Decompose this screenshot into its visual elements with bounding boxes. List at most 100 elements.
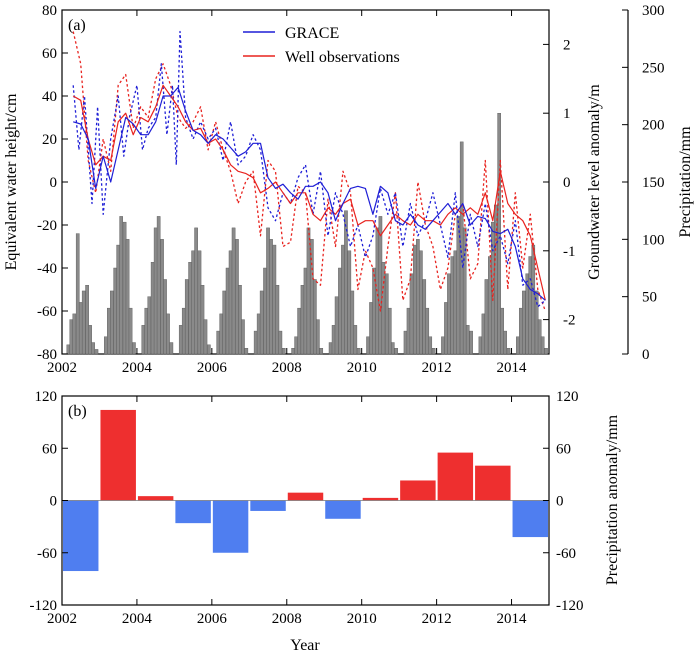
precipitation-bar <box>494 204 498 355</box>
precipitation-bar <box>465 325 470 355</box>
precipitation-bar <box>344 210 348 355</box>
y-tick-label-left: 0 <box>50 175 58 191</box>
precipitation-bar <box>450 256 455 355</box>
precipitation-bar <box>88 325 92 355</box>
precipitation-bar <box>491 221 495 355</box>
precipitation-bar <box>303 267 308 355</box>
precipitation-bar <box>534 290 539 355</box>
anomaly-bar <box>212 500 249 553</box>
precipitation-bar <box>387 307 392 355</box>
precipitation-bar <box>160 239 164 355</box>
precipitation-bar <box>253 330 258 355</box>
y-tick-label-left: 60 <box>42 441 57 457</box>
precipitation-bar <box>207 344 211 355</box>
y-tick-label-left: 60 <box>42 46 57 62</box>
y-tick-label-left: -60 <box>37 304 57 320</box>
y-tick-label-left: -120 <box>30 598 58 614</box>
anomaly-bar <box>63 500 99 572</box>
precipitation-bar <box>69 319 74 355</box>
y-tick-label-groundwater: 2 <box>563 37 571 53</box>
precipitation-bar <box>334 296 339 355</box>
precipitation-bar <box>447 273 451 355</box>
precipitation-bar <box>132 342 136 355</box>
precipitation-bar <box>75 233 80 355</box>
x-tick-label: 2014 <box>497 360 528 376</box>
x-tick-label: 2008 <box>272 611 302 627</box>
precipitation-bar <box>144 307 149 355</box>
precipitation-bar <box>403 330 408 355</box>
precipitation-bar <box>256 313 261 355</box>
precipitation-bar <box>503 330 507 355</box>
precipitation-bar <box>238 285 242 355</box>
anomaly-bar <box>287 492 324 501</box>
precipitation-bar <box>428 336 433 355</box>
y-axis-label-left: Equivalent water height/cm <box>3 93 20 270</box>
precipitation-bar <box>406 307 411 355</box>
precipitation-bar <box>188 262 192 355</box>
precipitation-bar <box>381 262 386 355</box>
precipitation-bar <box>422 279 427 355</box>
precipitation-bar <box>528 256 533 355</box>
precipitation-bar <box>366 336 370 355</box>
precipitation-bar <box>281 348 286 355</box>
precipitation-bar <box>522 290 526 355</box>
precipitation-bar <box>516 336 520 355</box>
precipitation-bar <box>78 302 83 355</box>
y-tick-label-right: 0 <box>556 494 564 510</box>
precipitation-bar <box>291 348 295 355</box>
precipitation-bar <box>263 267 267 355</box>
precipitation-bar <box>306 227 311 355</box>
precipitation-bar <box>116 244 120 355</box>
precipitation-bar <box>300 285 305 355</box>
precipitation-bar <box>119 216 123 355</box>
precipitation-bar <box>419 250 423 355</box>
precipitation-bar <box>72 313 77 355</box>
precipitation-bar <box>219 313 224 355</box>
x-tick-label: 2006 <box>197 360 228 376</box>
y-axis-label-precipitation: Precipitation/mm <box>677 126 694 238</box>
x-tick-label: 2010 <box>347 611 377 627</box>
y-tick-label-precipitation: 300 <box>642 3 665 19</box>
precipitation-bar <box>241 319 245 355</box>
precipitation-bar <box>341 244 345 355</box>
precipitation-bar <box>531 244 536 355</box>
panel-b-axis-ticks: 2002 2004 2006 2008 2010 2012 2014 -120 -120 -60 -… <box>30 389 584 627</box>
x-axis-label-year: Year <box>290 637 320 654</box>
precipitation-bar <box>163 279 167 355</box>
anomaly-bar <box>400 480 436 501</box>
precipitation-bar <box>544 348 548 355</box>
precipitation-bar <box>222 290 227 355</box>
x-tick-label: 2004 <box>122 611 153 627</box>
precipitation-bar <box>431 348 436 355</box>
precipitation-bar <box>225 267 230 355</box>
precipitation-bar <box>113 267 117 355</box>
precipitation-bar <box>356 348 361 355</box>
precipitation-bar <box>104 336 108 355</box>
x-tick-label: 2012 <box>422 360 452 376</box>
precipitation-bar <box>156 216 161 355</box>
x-tick-label: 2008 <box>272 360 302 376</box>
panel-a-precipitation-bars <box>66 112 548 355</box>
y-tick-label-left: -20 <box>37 218 57 234</box>
y-tick-label-left: -60 <box>37 546 57 562</box>
precipitation-bar <box>462 227 467 355</box>
y-tick-label-right: -60 <box>556 546 576 562</box>
precipitation-bar <box>191 250 195 355</box>
precipitation-bar <box>459 141 464 355</box>
x-tick-label: 2004 <box>122 360 153 376</box>
precipitation-bar <box>278 330 283 355</box>
y-tick-label-precipitation: 100 <box>642 232 665 248</box>
x-tick-label: 2002 <box>47 360 77 376</box>
precipitation-bar <box>66 344 71 355</box>
precipitation-bar <box>506 348 511 355</box>
precipitation-bar <box>353 325 358 355</box>
y-tick-label-left: 80 <box>42 3 57 19</box>
precipitation-bar <box>181 307 186 355</box>
x-tick-label: 2012 <box>422 611 452 627</box>
precipitation-bar <box>216 330 221 355</box>
precipitation-bar <box>319 348 324 355</box>
precipitation-bar <box>153 227 158 355</box>
precipitation-bar <box>394 348 398 355</box>
precipitation-bar <box>122 221 127 355</box>
